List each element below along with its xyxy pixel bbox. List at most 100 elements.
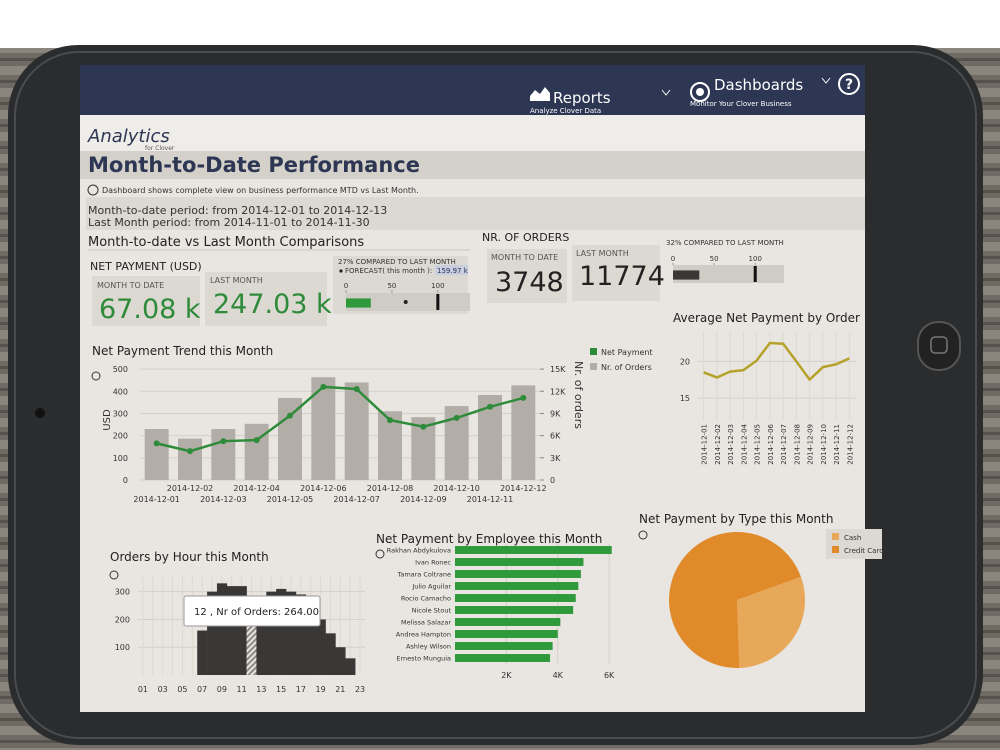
y2-axis-label: Nr. of orders: [572, 361, 585, 429]
info-text: Dashboard shows complete view on busines…: [102, 186, 419, 195]
line-point: [320, 383, 327, 390]
line-point: [220, 438, 227, 445]
bar: [305, 608, 316, 675]
line: [156, 385, 524, 453]
bar: [178, 438, 202, 480]
x-tick-label: 2014-12-06: [300, 484, 347, 493]
x-tick-label: 19: [315, 685, 325, 694]
bar: [244, 423, 269, 480]
y-tick-label: 100: [113, 454, 128, 463]
kpi-label: MONTH TO DATE: [491, 253, 558, 262]
y-tick-label: 0: [123, 476, 128, 485]
y-tick-label: 3K: [550, 454, 561, 463]
reports-caret[interactable]: [661, 89, 671, 96]
nav-reports-sub: Analyze Clover Data: [530, 107, 601, 115]
logo: Analytics: [87, 126, 170, 147]
kpi-value: 3748: [495, 267, 564, 298]
help-icon-hours: [109, 570, 119, 580]
bar: [455, 654, 551, 662]
x-tick-label: 2014-12-04: [233, 484, 280, 493]
x-tick-label: 09: [217, 685, 227, 694]
kpi-title: NET PAYMENT (USD): [90, 260, 202, 273]
bar: [278, 397, 302, 480]
legend-label: Credit Card: [844, 547, 884, 555]
nav-bar: [80, 65, 865, 115]
kpi-value: 247.03 k: [213, 289, 332, 320]
help-circle[interactable]: [838, 73, 860, 95]
y-tick-label: 400: [113, 387, 128, 396]
y-tick-label: 15K: [550, 365, 566, 374]
x-tick-label: 2014-12-12: [500, 484, 547, 493]
help-icon-trend: [91, 371, 101, 381]
period-band: [86, 197, 865, 230]
logo-sub: for Clover: [145, 145, 175, 152]
y-tick-label: Ernesto Munguia: [396, 655, 451, 663]
legend-swatch: [590, 348, 597, 355]
bar: [226, 586, 237, 675]
reports-icon[interactable]: [530, 87, 550, 101]
y-tick-label: Rakhan Abdykulova: [387, 547, 451, 555]
x-tick-label: 05: [177, 685, 187, 694]
x-tick-label: 2K: [501, 671, 512, 680]
line-point: [187, 448, 193, 455]
y-tick-label: 0: [550, 476, 555, 485]
y-tick-label: 300: [115, 588, 130, 597]
bullet-caption: 32% COMPARED TO LAST MONTH: [666, 239, 784, 247]
y-tick-label: Ashley Wilson: [406, 643, 451, 651]
bar: [455, 594, 576, 602]
x-tick-label: 13: [256, 685, 266, 694]
tablet-edge: [14, 51, 977, 739]
x-tick-label: 2014-12-04: [740, 423, 748, 464]
x-tick-label: 2014-12-11: [467, 495, 514, 504]
bar: [455, 618, 561, 626]
y-tick-label: Rocio Camacho: [401, 595, 451, 603]
line-point: [287, 412, 293, 419]
x-tick-label: 17: [296, 685, 306, 694]
y-tick-label: 200: [115, 615, 130, 624]
bar: [197, 630, 208, 675]
line-point: [487, 403, 493, 410]
bar: [295, 594, 307, 675]
home-icon: [930, 336, 948, 354]
chart-title: Net Payment Trend this Month: [92, 344, 273, 358]
kpi-box: [92, 276, 200, 326]
line-point: [387, 417, 393, 424]
dashboards-icon[interactable]: [690, 82, 710, 102]
top-white: [0, 0, 1000, 48]
y-tick-label: 500: [113, 365, 128, 374]
bullet-tick-label: 100: [431, 282, 444, 290]
kpi-box: [487, 249, 567, 303]
forecast-label: FORECAST( this month ):: [345, 267, 432, 275]
y-tick-label: Tamara Coltrane: [396, 571, 451, 579]
y-tick-label: Ivan Ronec: [415, 559, 451, 567]
dashboards-icon-dot: [696, 88, 704, 96]
bar: [236, 586, 247, 675]
legend-label: Cash: [844, 534, 861, 542]
x-tick-label: 03: [158, 685, 168, 694]
bar: [345, 658, 356, 675]
x-tick-label: 2014-12-01: [133, 495, 180, 504]
bar: [286, 591, 297, 675]
dashboards-caret[interactable]: [821, 77, 831, 84]
header-band: [80, 115, 865, 151]
y-axis-label: USD: [102, 409, 113, 431]
kpi-box: [572, 245, 660, 301]
x-tick-label: 11: [237, 685, 247, 694]
x-tick-label: 2014-12-01: [701, 424, 709, 465]
section-title: Month-to-date vs Last Month Comparisons: [88, 235, 364, 250]
kpi-title: NR. OF ORDERS: [482, 231, 569, 244]
bar: [211, 428, 236, 480]
line-point: [153, 440, 160, 447]
x-tick-label: 2014-12-02: [167, 484, 214, 493]
x-tick-label: 2014-12-02: [714, 424, 722, 465]
pie-slice: [737, 576, 805, 668]
line-point: [453, 414, 460, 421]
x-tick-label: 21: [335, 685, 345, 694]
kpi-box: [205, 272, 327, 326]
y-tick-label: Andrea Hampton: [396, 631, 451, 639]
legend-swatch: [832, 533, 839, 540]
forecast-dot-legend: [339, 269, 343, 273]
bar: [344, 382, 369, 480]
chart-title: Orders by Hour this Month: [110, 550, 269, 564]
